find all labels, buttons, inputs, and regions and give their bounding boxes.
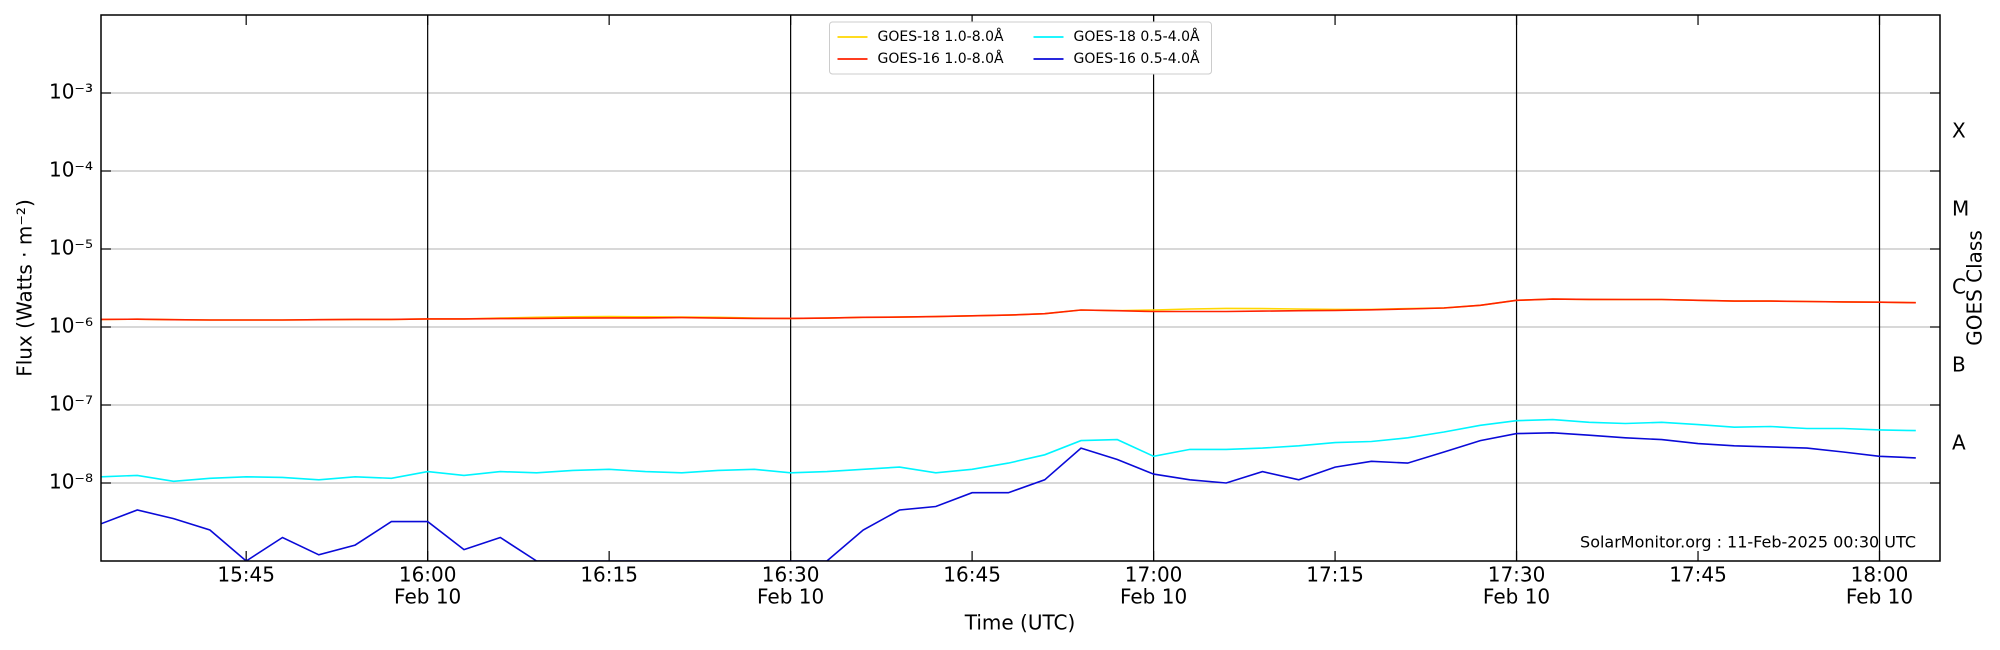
x-tick-date: Feb 10 [757,585,824,609]
legend-label: GOES-16 1.0-8.0Å [878,50,1004,67]
x-tick-label: 17:45 [1669,563,1727,587]
x-tick-date: Feb 10 [394,585,461,609]
series-line [101,298,1916,321]
x-tick-date: Feb 10 [1846,585,1913,609]
x-tick-label: 16:30 [762,563,820,587]
x-axis-label: Time (UTC) [964,611,1076,635]
y-tick-label: 10⁻³ [49,80,93,104]
y2-tick-label: A [1952,431,1966,455]
x-tick-label: 16:45 [943,563,1001,587]
x-tick-label: 16:00 [399,563,457,587]
y-axis-label: Flux (Watts · m⁻²) [13,199,37,377]
annotation: SolarMonitor.org : 11-Feb-2025 00:30 UTC [1580,533,1916,552]
x-tick-label: 17:30 [1488,563,1546,587]
y2-tick-label: B [1952,353,1966,377]
y2-tick-label: M [1952,197,1969,221]
series-line [101,298,1916,321]
x-tick-date: Feb 10 [1483,585,1550,609]
plot-frame [100,14,1941,562]
x-tick-date: Feb 10 [1120,585,1187,609]
series-line [101,418,1916,483]
y-tick-label: 10⁻⁵ [49,236,93,260]
x-tick-label: 17:15 [1306,563,1364,587]
series-line [101,431,1916,561]
x-tick-label: 17:00 [1125,563,1183,587]
x-tick-label: 16:15 [580,563,638,587]
x-tick-label: 15:45 [217,563,275,587]
y-tick-label: 10⁻⁶ [49,314,93,338]
y-tick-label: 10⁻⁷ [49,392,93,416]
y-tick-label: 10⁻⁸ [49,470,93,494]
legend-label: GOES-18 0.5-4.0Å [1074,28,1200,45]
legend-label: GOES-18 1.0-8.0Å [878,28,1004,45]
plot-area [101,298,1916,561]
legend-label: GOES-16 0.5-4.0Å [1074,50,1200,67]
legend-box [829,21,1212,75]
y2-axis-label: GOES Class [1963,230,1987,346]
x-tick-label: 18:00 [1851,563,1909,587]
y-tick-label: 10⁻⁴ [49,158,93,182]
y2-tick-label: X [1952,119,1966,143]
y2-tick-label: C [1952,275,1966,299]
